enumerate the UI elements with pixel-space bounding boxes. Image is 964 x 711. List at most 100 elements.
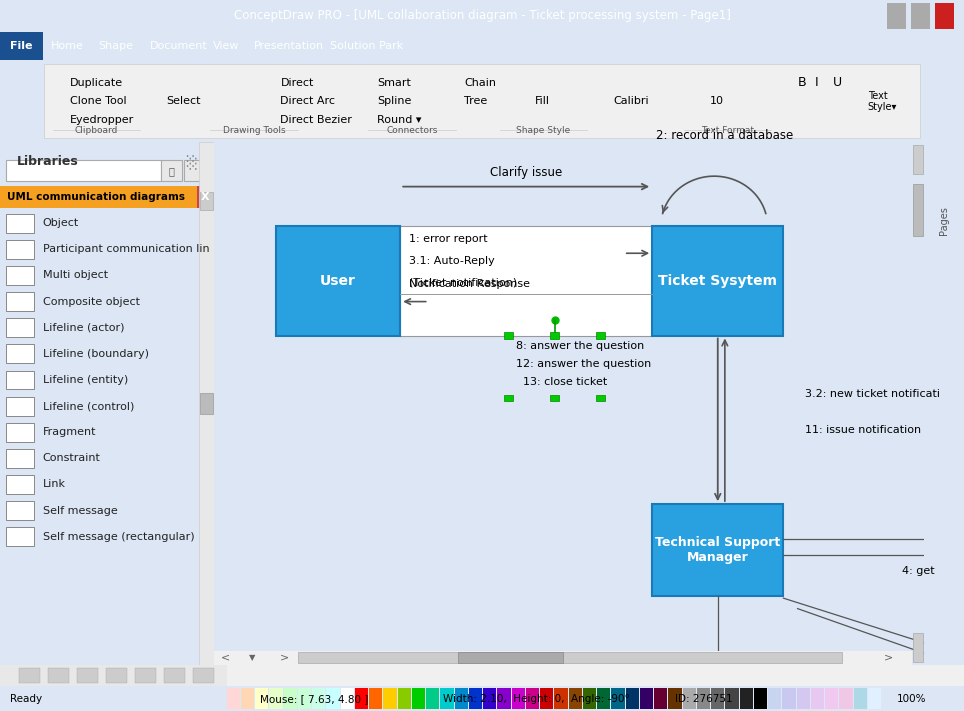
Bar — [597, 688, 610, 709]
Text: Technical Support
Manager: Technical Support Manager — [656, 536, 781, 564]
Bar — [48, 668, 69, 683]
Bar — [7, 292, 35, 311]
Bar — [269, 688, 282, 709]
Bar — [412, 688, 425, 709]
Bar — [7, 370, 35, 390]
Bar — [825, 688, 839, 709]
Bar — [7, 449, 35, 468]
Bar — [384, 688, 396, 709]
Text: 3.1: Auto-Reply: 3.1: Auto-Reply — [409, 256, 495, 266]
Text: 3.2: new ticket notificati: 3.2: new ticket notificati — [805, 389, 940, 399]
Bar — [201, 393, 213, 414]
Bar — [768, 688, 782, 709]
Text: Link: Link — [42, 479, 66, 489]
Bar — [550, 333, 559, 338]
Bar — [199, 142, 214, 665]
Bar — [654, 688, 667, 709]
Text: Ready: Ready — [10, 695, 41, 705]
Bar — [276, 226, 400, 336]
Text: Smart: Smart — [377, 77, 411, 87]
Bar — [369, 688, 383, 709]
Text: Round ▾: Round ▾ — [377, 115, 421, 125]
Text: Clipboard: Clipboard — [75, 126, 118, 135]
Text: 11: issue notification: 11: issue notification — [805, 425, 921, 435]
Bar — [711, 688, 724, 709]
Text: Lifeline (entity): Lifeline (entity) — [42, 375, 128, 385]
Text: Home: Home — [51, 41, 84, 51]
Bar — [7, 475, 35, 494]
Bar — [540, 688, 553, 709]
Bar — [913, 145, 923, 173]
Bar — [739, 688, 753, 709]
Text: 2: record in a database: 2: record in a database — [656, 129, 793, 142]
Text: >: > — [884, 653, 894, 663]
Bar — [7, 266, 35, 285]
Bar — [400, 226, 652, 336]
Bar — [326, 688, 339, 709]
Text: Lifeline (control): Lifeline (control) — [42, 401, 134, 411]
Bar — [504, 395, 513, 402]
Text: 🔍: 🔍 — [169, 166, 174, 176]
Text: Eyedropper: Eyedropper — [70, 115, 134, 125]
Text: Calibri: Calibri — [613, 96, 649, 107]
Text: <: < — [221, 653, 230, 663]
Bar — [697, 688, 710, 709]
Text: Composite object: Composite object — [42, 296, 140, 306]
Bar — [668, 688, 682, 709]
Bar — [0, 186, 197, 208]
Bar — [106, 668, 127, 683]
Bar — [241, 688, 254, 709]
Bar — [458, 652, 563, 663]
Bar — [426, 688, 440, 709]
Bar — [469, 688, 482, 709]
Bar — [483, 688, 496, 709]
Bar — [652, 504, 784, 596]
Text: Lifeline (boundary): Lifeline (boundary) — [42, 349, 148, 359]
Bar — [7, 319, 35, 337]
Bar — [19, 668, 40, 683]
Bar — [887, 3, 906, 28]
Bar — [840, 688, 852, 709]
Bar — [725, 688, 738, 709]
Text: 4: get: 4: get — [902, 566, 935, 576]
Bar — [7, 344, 35, 363]
Bar — [525, 688, 539, 709]
Bar — [298, 688, 311, 709]
Text: Lifeline (actor): Lifeline (actor) — [42, 323, 124, 333]
Text: Ticket Sysytem: Ticket Sysytem — [658, 274, 777, 288]
Text: Presentation: Presentation — [254, 41, 324, 51]
Bar — [683, 688, 696, 709]
Text: Constraint: Constraint — [42, 454, 100, 464]
Text: Direct: Direct — [281, 77, 314, 87]
Text: Tree: Tree — [465, 96, 488, 107]
Bar — [640, 688, 653, 709]
Bar — [597, 333, 605, 338]
Text: Object: Object — [42, 218, 79, 228]
Bar — [913, 184, 923, 236]
Text: ░: ░ — [186, 155, 197, 170]
Text: B: B — [797, 76, 806, 90]
Text: 100%: 100% — [897, 695, 926, 705]
Text: File: File — [10, 41, 33, 51]
Text: Shape: Shape — [98, 41, 133, 51]
Bar — [783, 688, 795, 709]
Bar — [355, 688, 368, 709]
Text: 10: 10 — [710, 96, 724, 107]
Bar — [796, 688, 810, 709]
Text: View: View — [213, 41, 240, 51]
Text: Multi object: Multi object — [42, 270, 108, 280]
Text: Fill: Fill — [535, 96, 549, 107]
Bar — [312, 688, 325, 709]
Bar — [611, 688, 625, 709]
Bar — [7, 423, 35, 442]
Text: Clarify issue: Clarify issue — [490, 166, 562, 178]
Text: U: U — [833, 76, 842, 90]
Text: Select: Select — [167, 96, 201, 107]
Text: 1: error report: 1: error report — [409, 234, 488, 244]
Text: Width: 2.10,  Height: 0,  Angle: -90°: Width: 2.10, Height: 0, Angle: -90° — [443, 695, 630, 705]
Text: Participant communication lin: Participant communication lin — [42, 245, 209, 255]
Bar — [160, 161, 182, 181]
Bar — [283, 688, 297, 709]
Bar — [0, 665, 227, 685]
Text: Chain: Chain — [465, 77, 496, 87]
